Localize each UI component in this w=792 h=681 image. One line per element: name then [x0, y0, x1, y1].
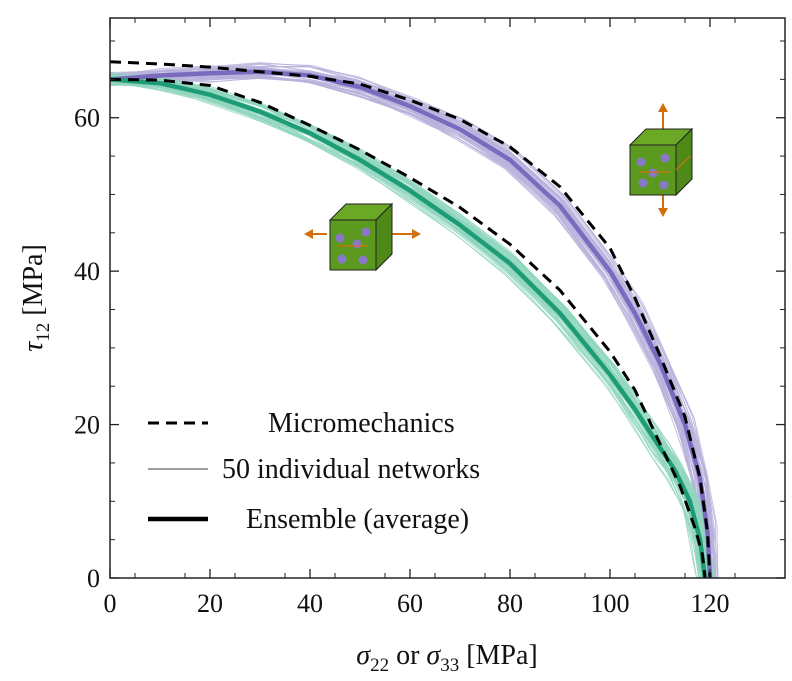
y-tick-label: 40 [74, 257, 100, 286]
ensemble-average-line [109, 77, 708, 579]
individual-network-line [109, 68, 717, 579]
y-axis-label: τ12 [MPa] [18, 244, 54, 352]
individual-network-line [109, 75, 704, 579]
individual-network-line [109, 73, 715, 579]
x-tick-label: 20 [197, 589, 223, 618]
individual-network-line [109, 74, 715, 579]
individual-network-line [109, 75, 706, 579]
individual-network-line [109, 69, 715, 579]
individual-network-line [109, 68, 709, 579]
individual-network-line [109, 77, 715, 579]
axis-ticks: 0 20 40 60 80 100 120 0 20 40 60 [74, 18, 785, 618]
individual-network-line [109, 76, 707, 579]
individual-network-line [109, 77, 711, 579]
individual-network-line [109, 75, 702, 579]
cube-icon-vertical-loading [628, 103, 694, 217]
individual-network-line [109, 73, 711, 579]
individual-network-line [109, 69, 706, 579]
individual-network-line [109, 75, 712, 579]
individual-network-line [109, 65, 703, 579]
x-tick-label: 0 [104, 589, 117, 618]
individual-network-line [109, 69, 706, 579]
legend-label-ensemble: Ensemble (average) [246, 504, 469, 535]
individual-network-line [109, 65, 719, 579]
individual-network-line [109, 76, 704, 579]
micromechanics-line [109, 60, 712, 579]
individual-network-line [109, 69, 710, 579]
individual-network-line [109, 70, 715, 579]
individual-network-line [109, 74, 706, 579]
cube-icon-horizontal-loading [304, 202, 421, 272]
individual-network-line [109, 71, 713, 579]
individual-network-line [109, 75, 707, 579]
individual-network-line [109, 67, 715, 579]
individual-network-line [109, 74, 706, 579]
individual-network-line [109, 62, 713, 579]
x-tick-label: 60 [397, 589, 423, 618]
individual-network-line [109, 67, 719, 579]
y-tick-label: 0 [87, 564, 100, 593]
individual-network-line [109, 63, 712, 579]
individual-network-line [109, 72, 713, 579]
individual-network-line [109, 75, 709, 579]
individual-network-line [109, 72, 710, 579]
individual-network-line [109, 75, 704, 579]
individual-network-line [109, 70, 701, 579]
y-tick-label: 20 [74, 411, 100, 440]
x-tick-label: 40 [297, 589, 323, 618]
individual-network-line [109, 67, 710, 579]
individual-network-line [109, 73, 702, 579]
legend-label-micromechanics: Micromechanics [268, 408, 455, 439]
individual-network-line [109, 74, 708, 579]
individual-network-line [109, 73, 708, 579]
x-tick-label: 100 [591, 589, 630, 618]
individual-network-line [109, 69, 717, 579]
individual-network-line [109, 63, 717, 579]
individual-network-line [109, 62, 708, 579]
ensemble-average-line [109, 69, 713, 579]
individual-network-line [109, 73, 709, 579]
plot-frame [109, 17, 786, 579]
individual-network-line [109, 76, 703, 579]
individual-network-line [109, 76, 702, 579]
individual-network-line [109, 76, 711, 579]
individual-network-line [109, 74, 708, 579]
individual-network-line [109, 76, 708, 579]
individual-network-line [109, 75, 713, 579]
individual-network-line [109, 75, 709, 579]
individual-network-line [109, 76, 700, 579]
individual-network-line [109, 65, 707, 579]
individual-network-line [109, 76, 706, 579]
individual-network-line [109, 75, 699, 579]
legend: Micromechanics 50 individual networks En… [148, 408, 480, 535]
individual-network-line [109, 80, 703, 579]
x-tick-label: 80 [497, 589, 523, 618]
individual-network-line [109, 70, 713, 579]
y-tick-label: 60 [74, 104, 100, 133]
individual-network-line [109, 68, 703, 579]
x-tick-label: 120 [691, 589, 730, 618]
individual-network-line [109, 77, 717, 579]
series-lines [109, 60, 713, 579]
legend-label-individual-networks: 50 individual networks [222, 454, 480, 485]
micromechanics-line [109, 77, 707, 579]
individual-network-line [109, 68, 706, 579]
individual-network-line [109, 66, 709, 579]
individual-network-line [109, 68, 714, 579]
individual-network-line [109, 76, 698, 579]
x-axis-label: σ22 or σ33 [MPa] [356, 640, 538, 676]
individual-network-line [109, 74, 706, 579]
individual-network-line [109, 75, 709, 579]
individual-network-line [109, 73, 706, 579]
individual-network-line [109, 71, 713, 579]
individual-network-line [109, 76, 712, 579]
individual-network-line [109, 67, 716, 579]
individual-network-line [109, 67, 719, 579]
individual-network-curves [109, 62, 719, 579]
